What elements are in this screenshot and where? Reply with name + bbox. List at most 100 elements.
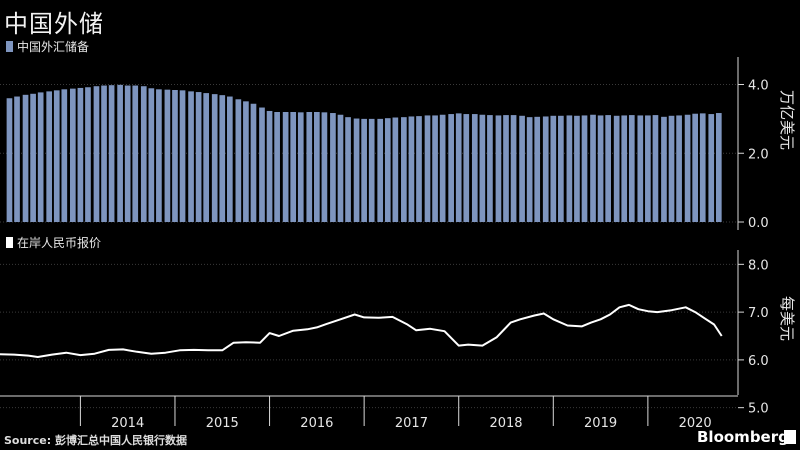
reserve-bar — [510, 115, 517, 222]
reserve-bar — [172, 90, 178, 222]
reserve-bar — [439, 114, 446, 222]
reserve-bar — [628, 115, 635, 222]
bottom-tick-label: 6.0 — [748, 354, 769, 369]
reserve-bar — [117, 84, 123, 222]
reserve-bar — [250, 103, 257, 222]
reserve-bar — [282, 112, 289, 222]
bloomberg-terminal-icon — [784, 430, 796, 444]
reserve-bar — [574, 115, 580, 222]
legend-reserves: 中国外汇储备 — [6, 38, 89, 55]
bloomberg-logo: Bloomberg — [697, 428, 789, 446]
reserve-bar — [259, 107, 265, 222]
reserve-bar — [179, 90, 186, 222]
reserve-bar — [6, 98, 13, 222]
reserve-bar — [590, 114, 596, 222]
reserve-bar — [108, 85, 115, 222]
x-tick-label: 2016 — [300, 416, 333, 431]
reserve-bar — [377, 118, 384, 222]
reserve-bar — [526, 117, 533, 222]
reserve-bar — [503, 115, 509, 222]
chart-title: 中国外储 — [4, 10, 104, 38]
reserve-bar — [401, 117, 407, 222]
reserve-bar — [330, 113, 336, 222]
reserve-bar — [479, 114, 486, 222]
reserve-bar — [637, 115, 644, 222]
x-axis: 2014 2015 2016 2017 2018 2019 2020 — [0, 395, 738, 431]
top-y-axis-title: 万亿美元 — [778, 90, 796, 150]
reserve-bar — [597, 115, 604, 222]
reserve-bar — [85, 87, 91, 222]
x-tick-label: 2014 — [111, 416, 144, 431]
legend-reserves-label: 中国外汇储备 — [17, 40, 90, 54]
legend-swatch-bar — [6, 41, 13, 52]
reserve-bar — [581, 115, 588, 222]
reserve-bar — [668, 115, 675, 222]
reserve-bar — [534, 116, 541, 222]
reserve-bar — [30, 93, 36, 222]
reserve-bar — [101, 85, 107, 222]
bottom-tick-label: 7.0 — [748, 306, 769, 321]
source-note: Source: 彭博汇总中国人民银行数据 — [4, 432, 187, 448]
reserves-panel: 0.0 2.0 4.0 万亿美元 — [0, 57, 796, 231]
reserve-bar — [676, 115, 682, 222]
legend-cny-fixing: 在岸人民币报价 — [6, 234, 101, 251]
reserve-bar — [203, 93, 210, 222]
reserve-bar — [605, 115, 611, 222]
reserve-bar — [692, 113, 699, 222]
reserve-bar — [455, 113, 462, 222]
reserve-bar — [219, 95, 226, 222]
reserve-bar — [140, 86, 147, 222]
x-tick-label: 2015 — [206, 416, 239, 431]
bottom-y-axis-title: 每美元 — [778, 296, 796, 341]
legend-swatch-line — [6, 237, 13, 248]
reserve-bar — [37, 92, 44, 222]
reserve-bar — [448, 114, 454, 222]
cny-fixing-line — [0, 303, 723, 358]
reserve-bar — [416, 116, 422, 222]
reserve-bar — [243, 101, 249, 222]
reserve-bar — [314, 112, 320, 222]
x-tick-label: 2019 — [584, 416, 617, 431]
reserve-bar — [46, 91, 53, 222]
reserve-bar — [156, 89, 162, 222]
reserve-bar — [132, 85, 139, 222]
top-tick-label: 4.0 — [748, 79, 769, 94]
reserve-bar — [345, 117, 351, 222]
reserve-bar — [61, 89, 68, 222]
x-tick-label: 2018 — [489, 416, 522, 431]
reserve-bar — [297, 112, 304, 222]
reserve-bar — [290, 112, 297, 222]
reserve-bar — [77, 87, 84, 222]
reserve-bar — [550, 115, 557, 222]
reserve-bar — [432, 115, 438, 222]
reserve-bar — [699, 113, 706, 222]
reserve-bar — [188, 91, 194, 222]
reserve-bar — [558, 115, 564, 222]
reserve-bar — [384, 118, 391, 222]
reserve-bar — [684, 114, 691, 222]
reserve-bar — [652, 115, 659, 222]
reserve-bar — [715, 113, 722, 222]
reserve-bar — [195, 92, 202, 222]
reserve-bar — [661, 116, 667, 222]
reserve-bar — [164, 89, 171, 222]
x-tick-label: 2017 — [395, 416, 428, 431]
top-tick-label: 0.0 — [748, 216, 769, 231]
reserve-bar — [211, 94, 218, 222]
reserve-bar — [53, 90, 60, 222]
reserve-bar — [463, 114, 470, 222]
reserve-bar — [621, 115, 628, 222]
source-label: Source: — [4, 434, 52, 447]
top-tick-label: 2.0 — [748, 147, 769, 162]
reserve-bar — [471, 114, 478, 222]
reserve-bar — [566, 115, 573, 222]
reserve-bar — [613, 115, 620, 222]
bottom-tick-label: 8.0 — [748, 258, 769, 273]
reserve-bar — [519, 115, 525, 222]
cny-panel: 5.0 6.0 7.0 8.0 每美元 — [0, 250, 796, 417]
reserve-bar — [645, 115, 651, 222]
reserve-bar — [361, 118, 367, 222]
reserve-bar — [368, 118, 375, 222]
bottom-tick-label: 5.0 — [748, 402, 769, 417]
